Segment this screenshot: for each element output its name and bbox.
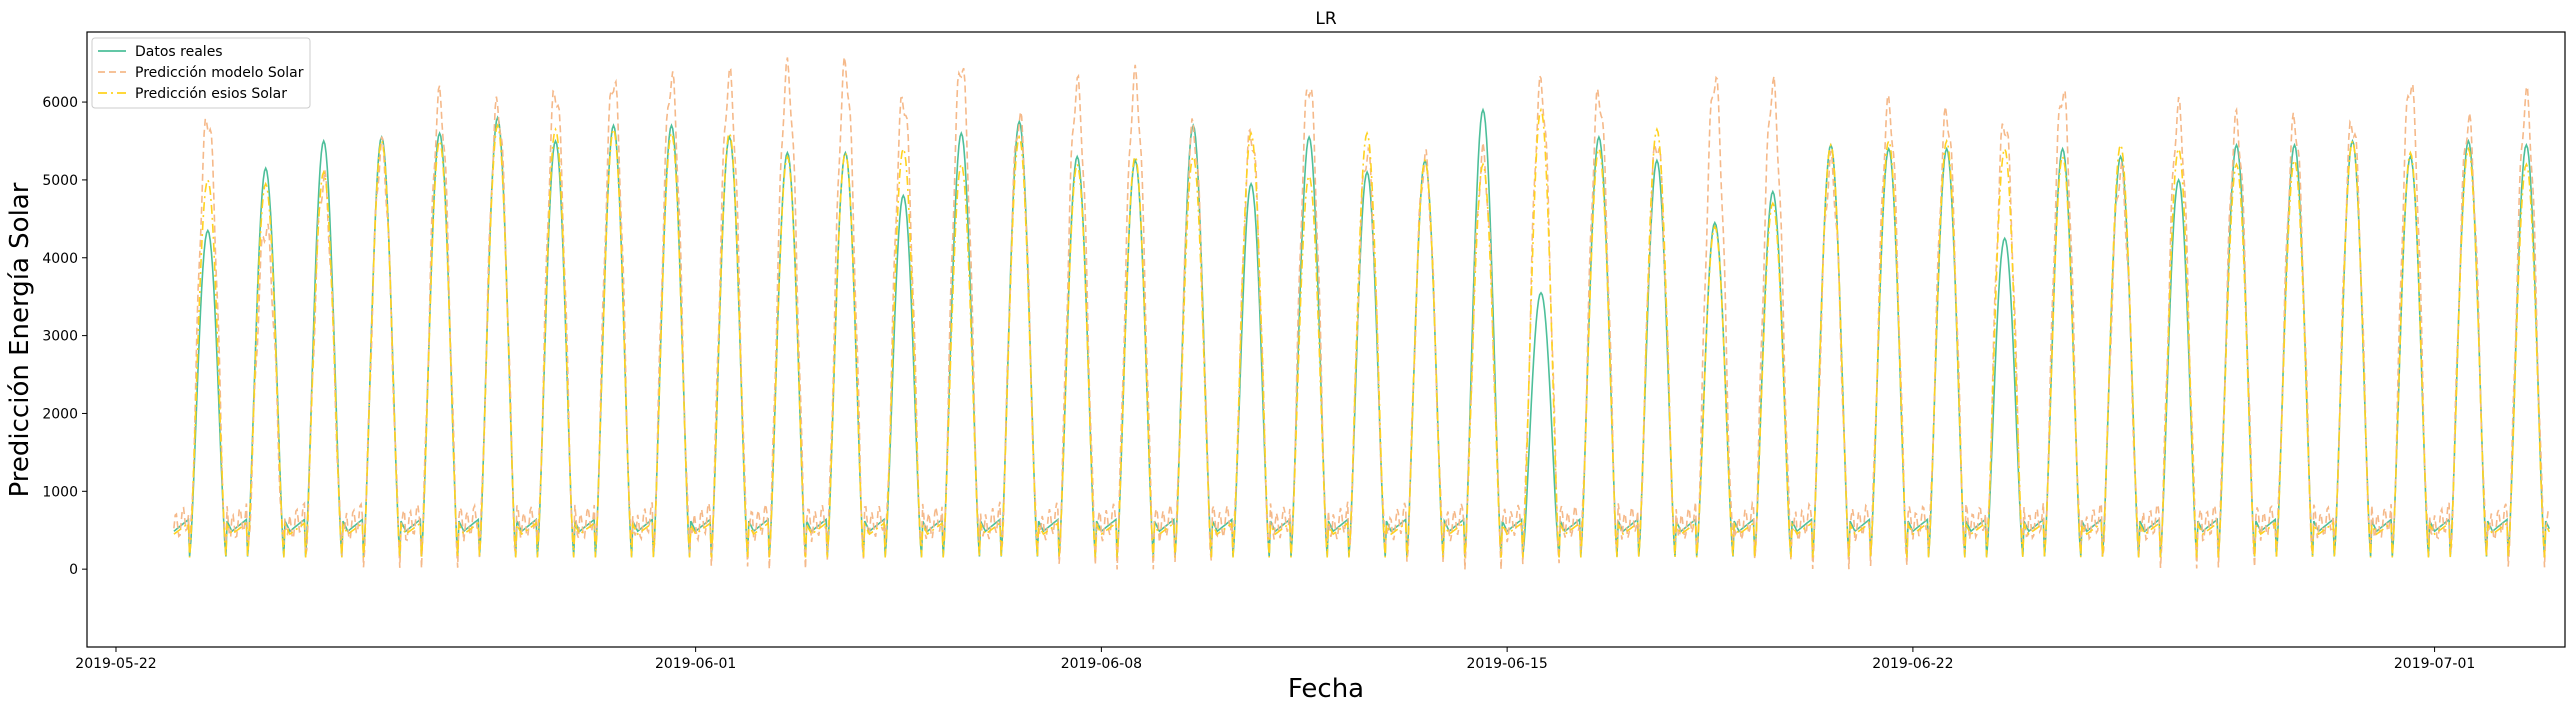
y-tick-label: 0 xyxy=(69,562,78,578)
x-tick-label: 2019-07-01 xyxy=(2394,656,2475,672)
y-tick-label: 4000 xyxy=(42,251,78,267)
x-tick-label: 2019-06-22 xyxy=(1872,656,1953,672)
x-axis-label: Fecha xyxy=(1288,674,1364,704)
legend-label: Predicción esios Solar xyxy=(135,86,287,102)
y-tick-label: 2000 xyxy=(42,406,78,422)
x-tick-label: 2019-05-22 xyxy=(75,656,156,672)
x-tick-label: 2019-06-08 xyxy=(1061,656,1142,672)
y-axis-label: Predicción Energía Solar xyxy=(5,182,35,497)
y-tick-label: 5000 xyxy=(42,173,78,189)
y-tick-label: 3000 xyxy=(42,329,78,345)
x-tick-label: 2019-06-15 xyxy=(1466,656,1547,672)
x-tick-label: 2019-06-01 xyxy=(655,656,736,672)
legend-label: Predicción modelo Solar xyxy=(135,65,304,81)
chart-title: LR xyxy=(1315,9,1336,29)
y-tick-label: 1000 xyxy=(42,484,78,500)
legend-label: Datos reales xyxy=(135,44,223,60)
legend: Datos reales Predicción modelo Solar Predi… xyxy=(92,38,310,108)
y-tick-label: 6000 xyxy=(42,95,78,111)
